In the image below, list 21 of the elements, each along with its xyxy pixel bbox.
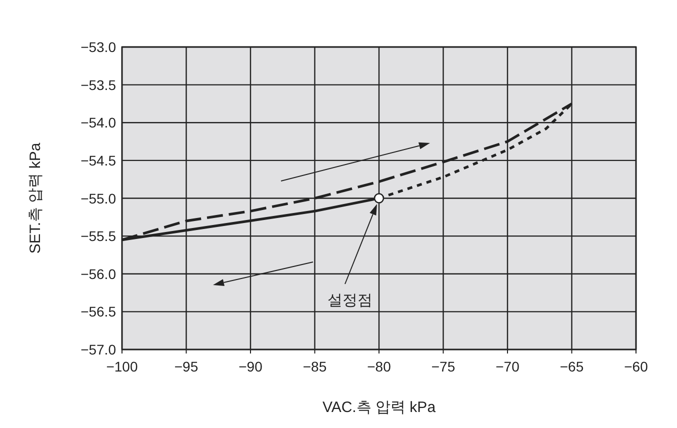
x-tick-label: −60 (624, 358, 648, 374)
y-tick-label: −56.0 (80, 266, 116, 282)
annotation: 설정점 (328, 292, 372, 309)
y-tick-label: −53.0 (80, 39, 116, 55)
x-tick-label: −80 (367, 358, 392, 374)
y-tick-label: −57.0 (80, 342, 116, 358)
y-tick-label: −54.0 (80, 114, 116, 131)
x-tick-label: −85 (302, 358, 327, 374)
x-tick-label: −90 (238, 358, 263, 374)
x-tick-label: −65 (560, 358, 584, 374)
x-tick-label: −95 (174, 358, 198, 374)
x-tick-label: −70 (496, 358, 520, 374)
y-tick-label: −56.5 (80, 304, 116, 320)
x-tick-label: −100 (106, 358, 138, 374)
y-tick-label: −54.5 (80, 152, 116, 168)
y-axis-title: SET.측 압력 kPa (27, 142, 44, 254)
x-tick-label: −75 (431, 358, 456, 374)
x-axis-title: VAC.측 압력 kPa (322, 399, 436, 416)
y-tick-label: −55.5 (80, 228, 116, 244)
y-tick-label: −53.5 (80, 76, 116, 93)
y-tick-label: −55.0 (80, 190, 116, 206)
